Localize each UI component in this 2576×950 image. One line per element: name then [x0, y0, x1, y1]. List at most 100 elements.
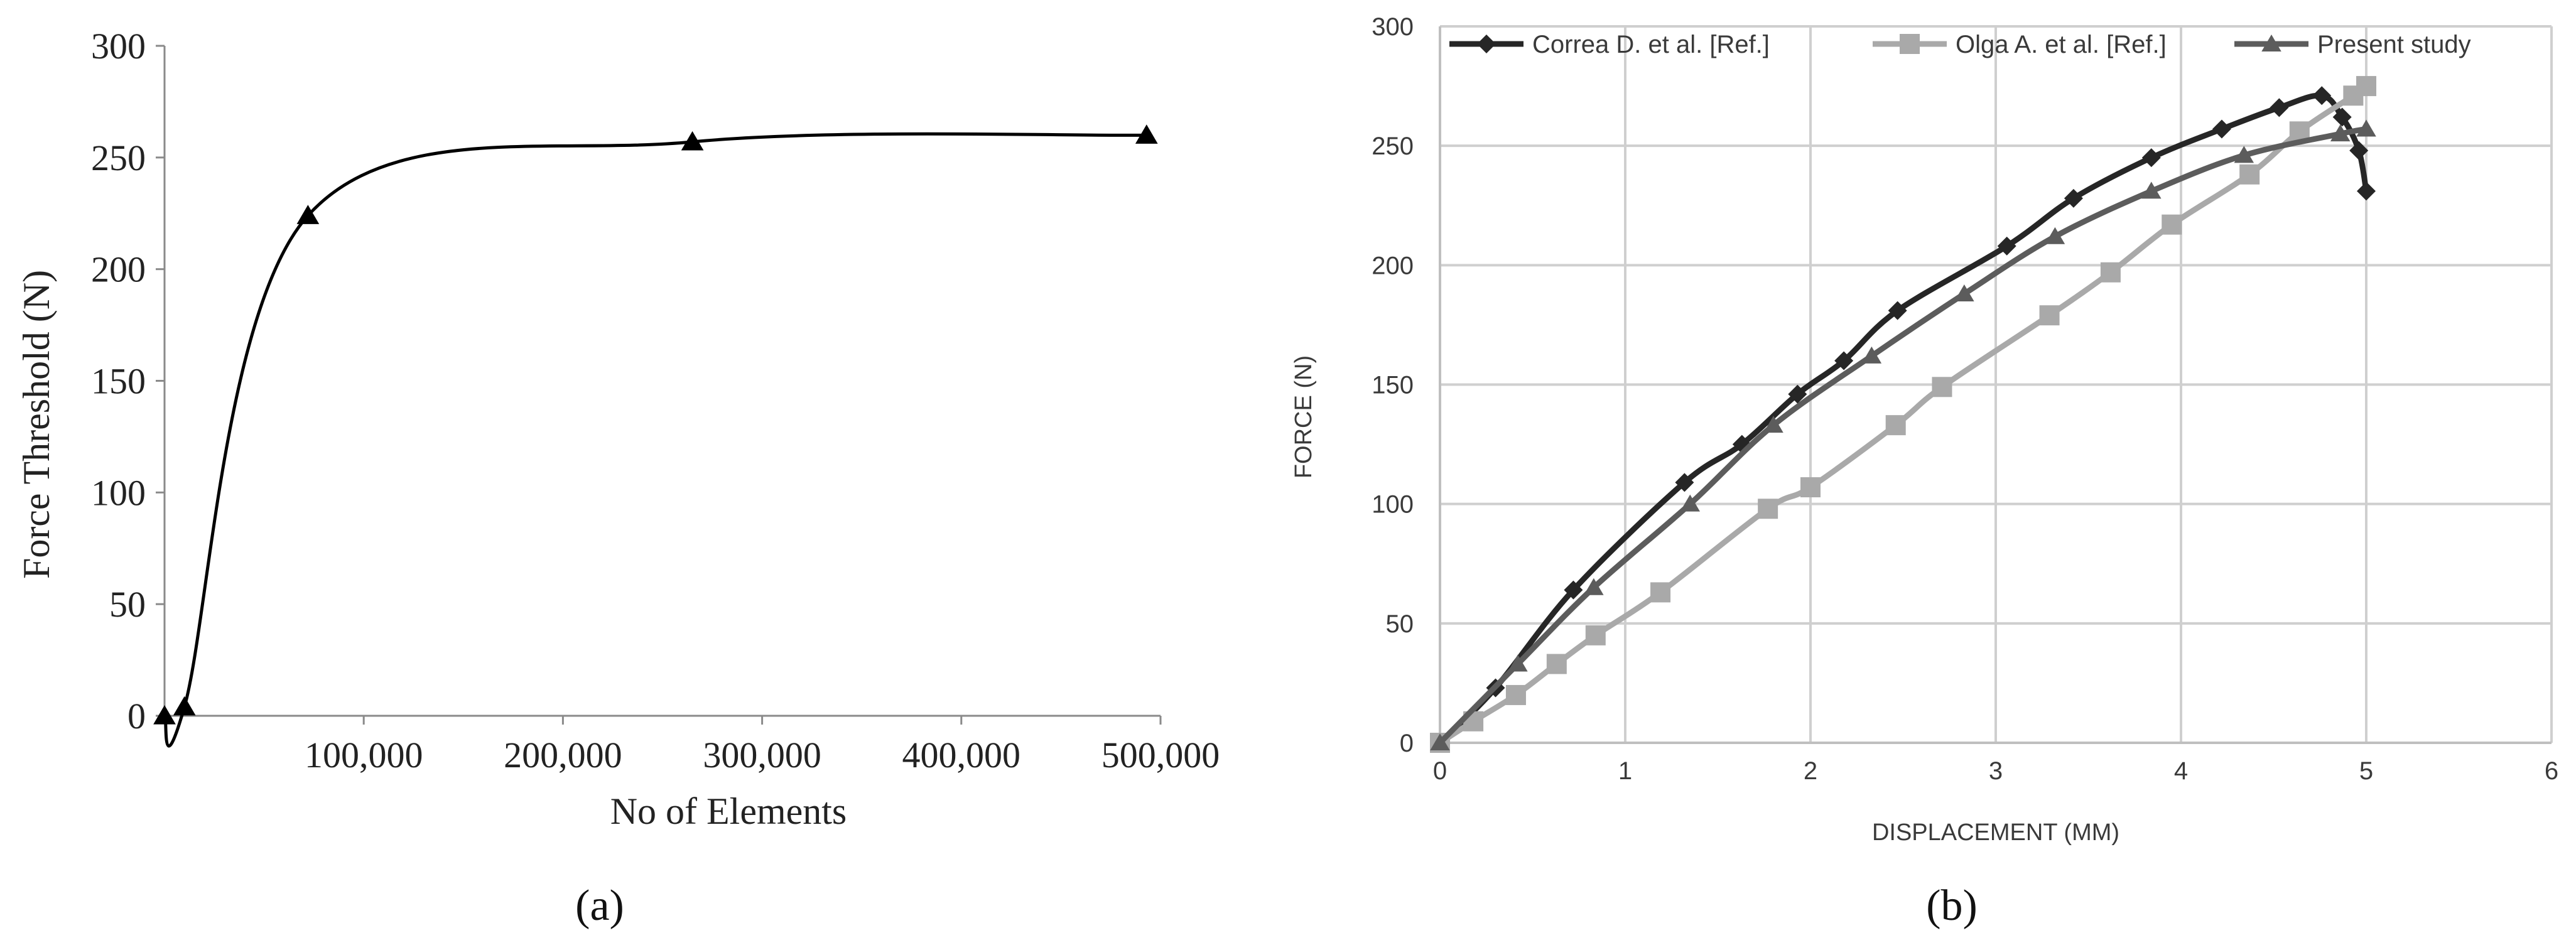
panel-a-y-tick-label: 150: [91, 361, 146, 402]
panel-b-y-tick-label: 50: [1386, 610, 1414, 638]
panel-a-data-point: [1135, 124, 1158, 144]
panel-a-y-tick-label: 100: [91, 472, 146, 513]
panel-b-x-tick-label: 6: [2545, 757, 2558, 785]
panel-b-legend-item-0: Correa D. et al. [Ref.]: [1449, 31, 1770, 58]
panel-b-data-point: [2162, 214, 2182, 235]
panel-b-data-point: [2332, 107, 2352, 127]
panel-b-series-line: [1437, 126, 2367, 745]
panel-b-data-point: [2356, 76, 2376, 97]
panel-b-data-point: [1888, 301, 1907, 320]
panel-b-data-point: [1675, 473, 1694, 492]
panel-b-chart: 0 50 100 150 200 250 300 0 1 2 3 4 5 6 Correa D. et a…: [1291, 13, 2558, 846]
panel-b-data-point: [2141, 148, 2161, 168]
panel-b-data-point: [1763, 416, 1783, 433]
panel-b-data-point: [2349, 141, 2369, 160]
panel-a-x-axis-label: No of Elements: [610, 791, 847, 832]
panel-b-legend-item-2: Present study: [2234, 31, 2471, 58]
panel-b-data-point: [1800, 477, 1821, 498]
panel-b-x-tick-label: 1: [1618, 757, 1632, 785]
panel-a-x-tick-label: 400,000: [902, 735, 1021, 775]
panel-b-data-point: [2045, 227, 2065, 244]
panel-b-data-point: [1680, 494, 1700, 512]
panel-b-legend-item-1: Olga A. et al. [Ref.]: [1873, 31, 2167, 58]
panel-b-data-point: [1885, 415, 1906, 436]
panel-a-y-tick-label: 250: [91, 138, 146, 178]
panel-b-data-point: [2212, 119, 2231, 139]
panel-a-chart: 0 50 100 150 200 250 300 100,000 200,000 300,000 4…: [16, 26, 1220, 832]
panel-a-x-tick-label: 500,000: [1101, 735, 1220, 775]
panel-b-x-tick-label: 0: [1433, 757, 1447, 785]
panel-b-data-point: [2270, 98, 2289, 117]
panel-b-data-point: [1564, 580, 1583, 600]
panel-b-y-tick-label: 250: [1372, 132, 1414, 160]
panel-b-data-point: [1932, 377, 1952, 397]
panel-b-series-2: [1430, 119, 2376, 750]
panel-b-data-point: [1834, 351, 1854, 370]
panel-a-series: [153, 124, 1158, 748]
panel-b-y-tick-label: 0: [1400, 730, 1414, 757]
panel-b-data-point: [1954, 284, 1974, 301]
panel-b-data-point: [1650, 582, 1671, 603]
panel-a-y-axis-label: Force Threshold (N): [16, 270, 57, 579]
panel-b-legend-label: Present study: [2317, 31, 2471, 58]
panel-b-x-tick-label: 2: [1804, 757, 1817, 785]
panel-b-x-axis-label: DISPLACEMENT (MM): [1872, 819, 2119, 846]
panel-b-series-1: [1430, 76, 2376, 753]
panel-b-data-point: [2357, 181, 2376, 201]
panel-a-caption: (a): [575, 882, 624, 930]
panel-b-legend: Correa D. et al. [Ref.] Olga A. et al. [R…: [1449, 31, 2471, 58]
panel-b-legend-label: Correa D. et al. [Ref.]: [1532, 31, 1770, 58]
panel-b-y-tick-label: 200: [1372, 252, 1414, 279]
panel-b-data-point: [1997, 236, 2016, 256]
panel-b-data-point: [1584, 578, 1604, 595]
panel-b-data-point: [1505, 684, 1526, 705]
panel-b-data-point: [2234, 146, 2254, 163]
panel-b-series-line: [1437, 92, 2369, 745]
panel-a-axes: [156, 45, 1162, 725]
panel-a-y-tick-label: 0: [127, 696, 146, 737]
panel-a-y-tick-label: 300: [91, 26, 146, 67]
panel-b-x-tick-label: 5: [2359, 757, 2373, 785]
panel-b-data-point: [2100, 262, 2121, 283]
panel-b-data-point: [1861, 346, 1882, 364]
panel-a-x-tick-label: 100,000: [305, 735, 423, 775]
panel-b-data-point: [1758, 499, 1778, 519]
panel-b-data-point: [1788, 384, 1807, 404]
panel-b-data-point: [2312, 86, 2332, 105]
panel-b-data-point: [2239, 164, 2260, 185]
panel-b-series-0: [1431, 86, 2376, 752]
panel-a-data-point: [681, 131, 704, 151]
panel-b-legend-marker: [1900, 34, 1920, 54]
panel-a-data-point: [296, 205, 320, 224]
panel-b-data-point: [2330, 124, 2351, 142]
panel-b-y-axis-label: FORCE (N): [1291, 355, 1317, 478]
panel-b-y-tick-label: 300: [1372, 13, 1414, 41]
panel-b-tick-labels: 0 50 100 150 200 250 300 0 1 2 3 4 5 6: [1372, 13, 2558, 785]
panel-b-axes: [1439, 26, 2552, 744]
panel-a-y-tick-label: 50: [109, 584, 146, 625]
panel-b-caption: (b): [1926, 882, 1978, 930]
panel-a-x-tick-label: 300,000: [703, 735, 821, 775]
panel-b-data-point: [1430, 733, 1450, 750]
panel-b-grid: [1440, 25, 2553, 743]
panel-a-x-tick-label: 200,000: [504, 735, 622, 775]
panel-b-x-tick-label: 3: [1989, 757, 2003, 785]
panel-a-data-point: [173, 696, 196, 716]
panel-b-x-tick-label: 4: [2174, 757, 2188, 785]
panel-b-data-point: [2356, 119, 2376, 137]
panel-a-data-point: [153, 705, 176, 725]
panel-a-tick-labels: 0 50 100 150 200 250 300 100,000 200,000 300,000 4…: [91, 26, 1220, 775]
panel-b-data-point: [1546, 654, 1567, 674]
panel-b-y-tick-label: 150: [1372, 372, 1414, 399]
panel-b-data-point: [2039, 305, 2060, 326]
panel-b-legend-label: Olga A. et al. [Ref.]: [1956, 31, 2167, 58]
panel-b-series: [1430, 76, 2376, 753]
panel-a-y-tick-label: 200: [91, 249, 146, 290]
panel-b-legend-marker: [2261, 35, 2281, 51]
panel-b-legend-marker: [1477, 35, 1496, 53]
panel-a-series-0: [153, 124, 1158, 748]
panel-b-data-point: [1508, 654, 1528, 672]
panel-b-data-point: [1585, 625, 1606, 645]
panel-b-y-tick-label: 100: [1372, 491, 1414, 519]
